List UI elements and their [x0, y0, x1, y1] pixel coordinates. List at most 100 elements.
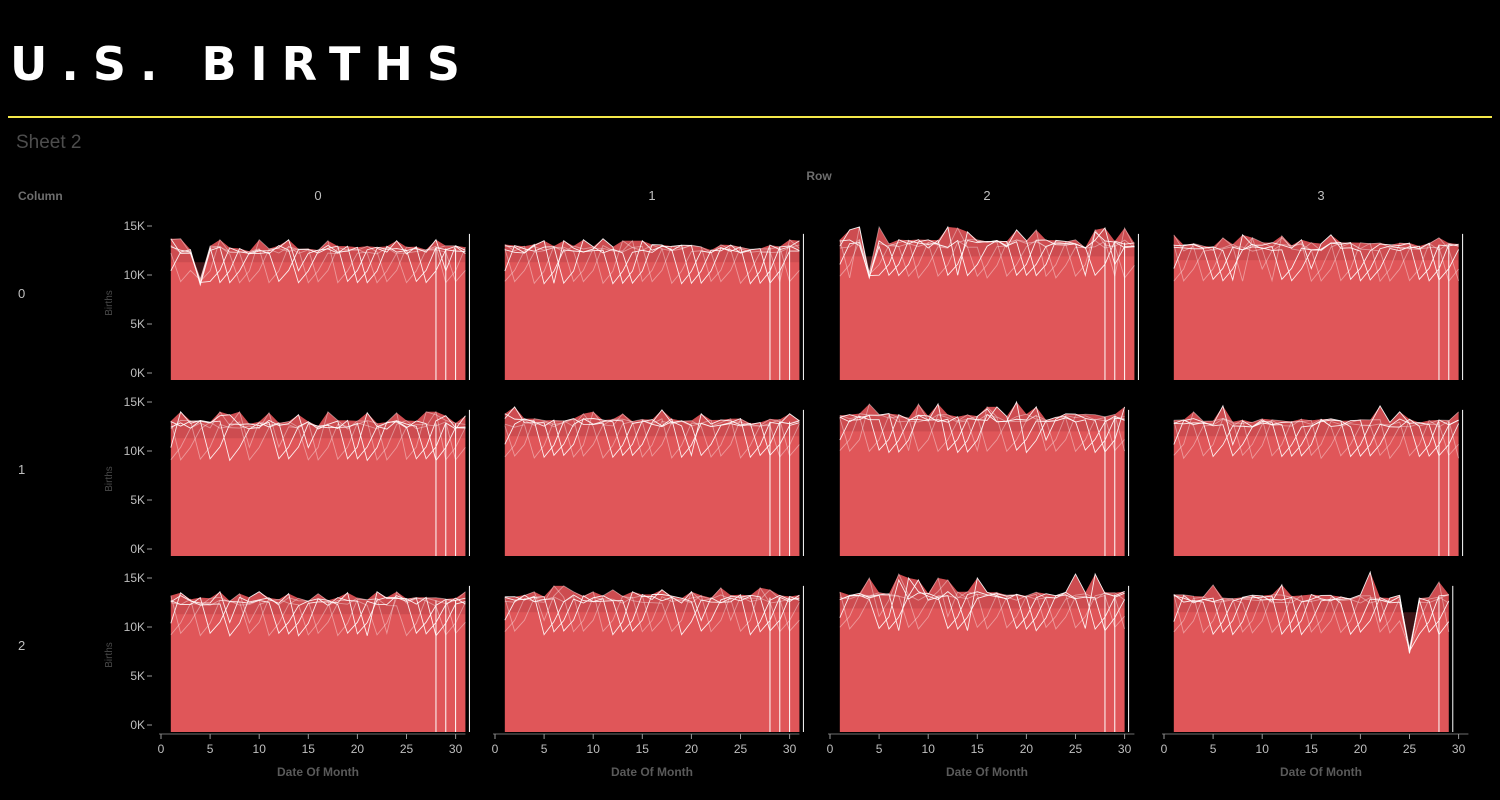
births-area-shade: [504, 406, 800, 437]
dashboard-title: U.S. BIRTHS: [10, 37, 474, 91]
births-series-line: [1173, 418, 1460, 460]
births-series-line: [170, 590, 466, 635]
y-tick-label: 0K: [130, 542, 145, 556]
births-series-line: [504, 413, 800, 459]
x-tick-label: 20: [1020, 742, 1034, 756]
x-tick-label: 15: [302, 742, 316, 756]
y-tick-label: 10K: [124, 444, 145, 458]
births-area-fill: [504, 238, 800, 380]
births-series-line: [1173, 234, 1459, 283]
births-series-line: [504, 413, 800, 459]
column-header-label: Column: [18, 189, 63, 203]
panel-row-label: 2: [18, 638, 25, 653]
births-series-line: [170, 238, 466, 286]
births-series-line: [504, 585, 800, 633]
births-series-line: [839, 225, 1135, 279]
y-tick-label: 5K: [130, 669, 145, 683]
x-tick-label: 30: [1118, 742, 1132, 756]
x-tick-label: 0: [1161, 742, 1168, 756]
x-tick-label: 0: [827, 742, 834, 756]
births-area-fill: [1173, 405, 1459, 556]
births-series-line: [839, 572, 1125, 629]
row-header-label: Row: [806, 169, 832, 183]
births-series-line: [839, 576, 1125, 632]
births-area-fill: [504, 585, 800, 732]
panel-column-label: 0: [314, 188, 321, 203]
x-tick-label: 5: [541, 742, 548, 756]
births-series-line: [504, 586, 800, 633]
x-tick-label: 30: [449, 742, 463, 756]
births-area-shade: [1173, 405, 1459, 437]
x-tick-label: 30: [783, 742, 797, 756]
y-tick-label: 5K: [130, 317, 145, 331]
births-series-line: [170, 595, 466, 635]
y-tick-label: 0K: [130, 718, 145, 732]
x-tick-label: 15: [636, 742, 650, 756]
x-tick-label: 20: [1354, 742, 1368, 756]
births-series-line: [1173, 233, 1460, 282]
births-series-line: [504, 244, 800, 283]
births-series-line: [1173, 410, 1459, 457]
x-tick-label: 15: [1305, 742, 1319, 756]
births-series-line: [839, 405, 1126, 453]
y-tick-label: 15K: [124, 395, 145, 409]
births-series-line: [170, 411, 466, 461]
x-tick-label: 0: [492, 742, 499, 756]
births-series-line: [504, 238, 800, 285]
x-tick-label: 5: [207, 742, 214, 756]
x-tick-label: 5: [876, 742, 883, 756]
panel-column-label: 1: [648, 188, 655, 203]
births-series-line: [504, 240, 800, 285]
births-series-line: [170, 411, 466, 460]
births-series-line: [504, 238, 800, 285]
births-series-line: [504, 589, 800, 633]
births-series-line: [170, 238, 466, 283]
x-tick-label: 20: [685, 742, 699, 756]
births-area-fill: [504, 406, 800, 556]
births-series-line: [839, 572, 1125, 630]
births-area-shade: [839, 574, 1125, 609]
births-series-line: [504, 413, 800, 457]
births-series-line: [839, 403, 1126, 453]
births-area-fill: [170, 411, 466, 556]
x-tick-label: 0: [158, 742, 165, 756]
y-tick-label: 10K: [124, 620, 145, 634]
births-area-fill: [170, 238, 466, 380]
births-series-line: [839, 402, 1125, 452]
title-divider: [8, 116, 1492, 118]
births-series-line: [1173, 583, 1450, 653]
x-tick-label: 10: [587, 742, 601, 756]
births-series-line: [839, 226, 1135, 279]
x-tick-label: 20: [351, 742, 365, 756]
births-area-fill: [839, 574, 1125, 732]
births-series-line: [839, 225, 1135, 278]
x-tick-label: 25: [1403, 742, 1417, 756]
births-series-line: [839, 414, 1125, 453]
y-tick-label: 0K: [130, 366, 145, 380]
births-series-line: [170, 410, 466, 461]
births-series-line: [504, 406, 800, 457]
births-area-fill: [839, 402, 1125, 556]
panel-row-label: 0: [18, 286, 25, 301]
x-tick-label: 30: [1452, 742, 1466, 756]
x-tick-label: 25: [1069, 742, 1083, 756]
births-series-line: [170, 238, 466, 284]
births-series-line: [839, 402, 1125, 453]
births-series-line: [1173, 405, 1459, 458]
x-tick-label: 25: [734, 742, 748, 756]
panel-row-label: 1: [18, 462, 25, 477]
x-tick-label: 25: [400, 742, 414, 756]
births-series-line: [1173, 580, 1450, 648]
births-series-line: [170, 590, 466, 636]
y-tick-label: 5K: [130, 493, 145, 507]
births-area-shade: [839, 226, 1135, 273]
x-axis-label: Date Of Month: [611, 765, 693, 779]
x-tick-label: 10: [1256, 742, 1270, 756]
births-area-fill: [1173, 234, 1459, 380]
births-series-line: [170, 592, 466, 636]
births-area-shade: [1173, 572, 1449, 648]
births-series-line: [1173, 242, 1459, 281]
y-axis-label: Births: [104, 466, 115, 492]
